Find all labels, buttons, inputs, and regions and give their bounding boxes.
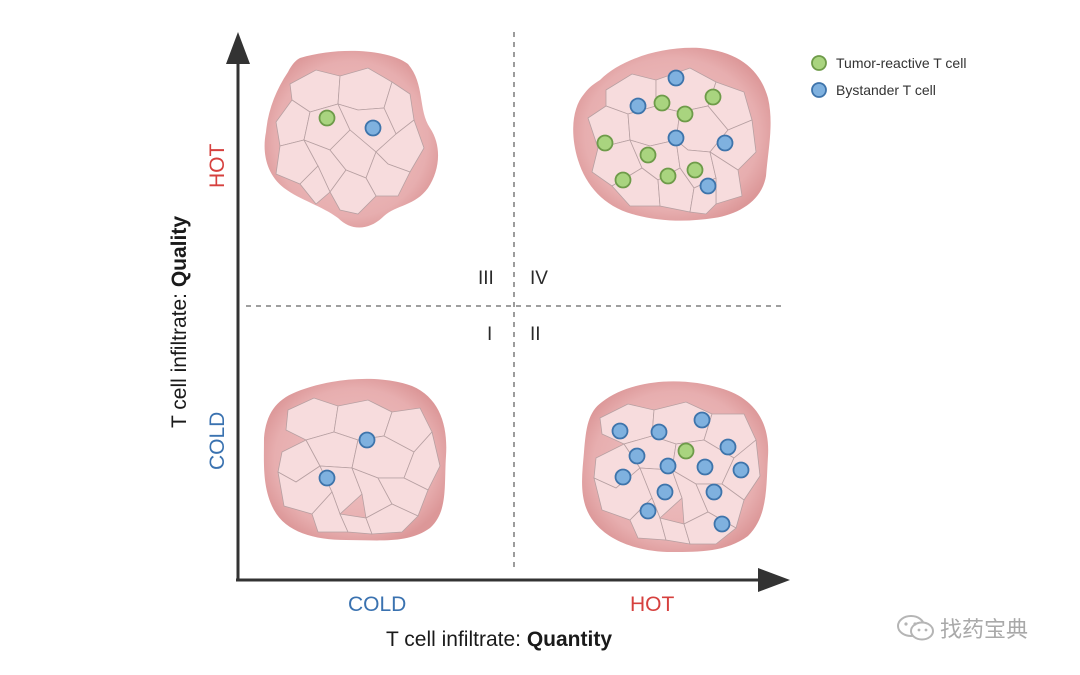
bystander-t-cell: [693, 411, 711, 429]
bystander-t-cell: [667, 69, 685, 87]
tumor-reactive-t-cell: [639, 146, 657, 164]
bystander-t-cell: [659, 457, 677, 475]
x-axis-title-bold: Quantity: [526, 628, 612, 651]
bystander-t-cell: [614, 468, 632, 486]
bystander-t-cell: [628, 447, 646, 465]
watermark-text: 找药宝典: [940, 617, 1029, 642]
x-axis-hot-label: HOT: [630, 593, 675, 616]
bystander-t-cell: [656, 483, 674, 501]
bystander-t-cell: [667, 129, 685, 147]
legend-bystander-marker: [811, 82, 827, 98]
tumor-reactive-t-cell: [653, 94, 671, 112]
bystander-t-cell: [318, 469, 336, 487]
bystander-t-cell: [364, 119, 382, 137]
bystander-t-cell: [639, 502, 657, 520]
legend-tumor-reactive-label: Tumor-reactive T cell: [836, 55, 967, 71]
bystander-t-cell: [696, 458, 714, 476]
tumor-reactive-t-cell: [704, 88, 722, 106]
y-axis-title-prefix: T cell infiltrate:: [168, 287, 191, 428]
bystander-t-cell: [699, 177, 717, 195]
bystander-t-cell: [358, 431, 376, 449]
tumor-reactive-t-cell: [596, 134, 614, 152]
bystander-t-cell: [629, 97, 647, 115]
quadrant-ii-label: II: [530, 324, 541, 345]
y-axis-cold-label: COLD: [206, 411, 229, 470]
y-axis: [226, 32, 250, 580]
bystander-t-cell: [713, 515, 731, 533]
wechat-icon: [897, 615, 934, 641]
tumor-reactive-t-cell: [677, 442, 695, 460]
x-axis: [236, 568, 790, 592]
x-axis-title-prefix: T cell infiltrate:: [386, 628, 527, 651]
bystander-t-cell: [650, 423, 668, 441]
quadrant-i-label: I: [487, 324, 493, 345]
quadrant-iv-label: IV: [530, 268, 548, 289]
y-axis-title-bold: Quality: [168, 215, 191, 288]
tumor-reactive-t-cell: [676, 105, 694, 123]
bystander-t-cell: [705, 483, 723, 501]
x-axis-title: T cell infiltrate: Quantity: [386, 628, 612, 652]
bystander-t-cell: [716, 134, 734, 152]
bystander-t-cell: [732, 461, 750, 479]
legend-bystander-label: Bystander T cell: [836, 82, 936, 98]
x-axis-cold-label: COLD: [348, 593, 407, 616]
legend-tumor-reactive-marker: [811, 55, 827, 71]
tumor-reactive-t-cell: [659, 167, 677, 185]
tumor-quadrant-iii: [264, 50, 439, 228]
bystander-t-cell: [611, 422, 629, 440]
tumor-quadrant-i: [263, 378, 447, 541]
tumor-reactive-t-cell: [614, 171, 632, 189]
tumor-reactive-t-cell: [318, 109, 336, 127]
bystander-t-cell: [719, 438, 737, 456]
t-cells: [318, 69, 750, 533]
watermark: 找药宝典: [896, 612, 1028, 644]
y-axis-hot-label: HOT: [206, 143, 229, 188]
y-axis-title: T cell infiltrate: Quality: [168, 216, 192, 428]
tumor-reactive-t-cell: [686, 161, 704, 179]
quadrant-iii-label: III: [478, 268, 494, 289]
